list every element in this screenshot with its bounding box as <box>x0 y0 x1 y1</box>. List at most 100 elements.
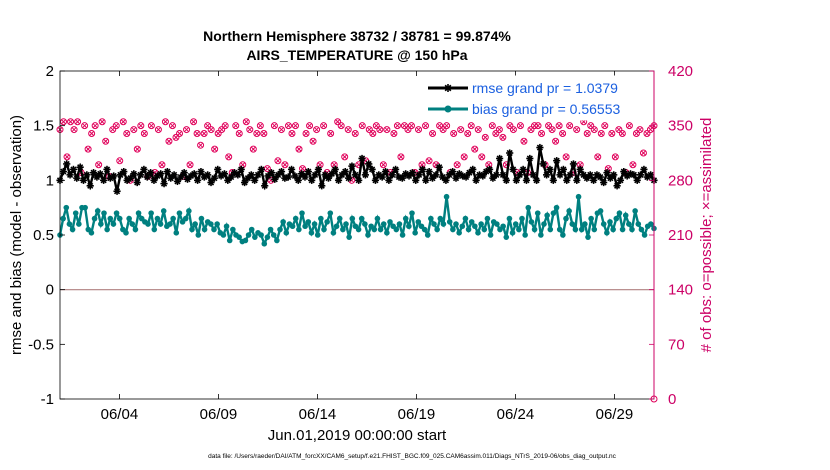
bias-point <box>538 232 544 238</box>
obs-possible-point <box>450 129 458 137</box>
obs-possible-point <box>629 161 637 169</box>
obs-assimilated-point <box>595 154 601 160</box>
bias-point <box>468 219 475 225</box>
obs-possible-point <box>313 126 321 134</box>
rmse-point <box>543 171 551 179</box>
bias-point <box>107 215 114 222</box>
obs-assimilated-point <box>205 123 210 129</box>
bias-point <box>189 226 195 233</box>
obs-assimilated-point <box>535 123 541 129</box>
bias-point <box>509 230 516 236</box>
bias-point <box>167 221 173 227</box>
legend-rmse-label: rmse grand pr = 1.0379 <box>472 80 618 96</box>
rmse-point <box>197 167 205 176</box>
rmse-point <box>435 163 443 171</box>
obs-assimilated-point <box>472 146 478 152</box>
obs-possible-point <box>400 122 408 130</box>
obs-possible-point <box>67 118 75 126</box>
rmse-point <box>596 173 604 181</box>
obs-assimilated-point <box>370 131 376 136</box>
obs-assimilated-point <box>577 162 583 168</box>
obs-possible-point <box>299 165 307 173</box>
bias-point <box>88 230 95 236</box>
obs-possible-point <box>601 122 609 130</box>
obs-assimilated-point <box>373 123 379 129</box>
bias-point <box>292 215 299 222</box>
y-tick-label: 0 <box>46 282 54 299</box>
rmse-point <box>351 171 359 179</box>
obs-assimilated-point <box>170 123 175 129</box>
bias-point <box>195 232 202 238</box>
rmse-point <box>408 169 416 177</box>
y2-tick-label: 210 <box>668 227 693 244</box>
bias-point <box>242 237 249 244</box>
obs-possible-point <box>172 133 180 141</box>
bias-point <box>274 237 280 244</box>
bias-point <box>336 215 343 222</box>
bias-point <box>475 230 481 236</box>
bias-point <box>534 210 541 216</box>
bias-point <box>362 221 368 227</box>
obs-assimilated-point <box>173 135 179 140</box>
rmse-point <box>526 154 534 163</box>
rmse-point <box>422 176 430 184</box>
rmse-point <box>610 171 618 179</box>
obs-possible-point <box>253 129 261 137</box>
y-tick-label: -0.5 <box>28 336 54 353</box>
obs-assimilated-point <box>68 119 73 125</box>
bias-point <box>465 226 472 233</box>
obs-possible-point <box>119 118 127 126</box>
bias-point <box>560 232 566 238</box>
obs-possible-point <box>95 161 103 169</box>
obs-assimilated-point <box>465 131 471 136</box>
legend-bias-marker <box>444 105 452 113</box>
rmse-point <box>361 171 369 179</box>
rmse-point <box>412 176 420 184</box>
bias-point <box>151 226 158 233</box>
rmse-point <box>536 143 544 152</box>
rmse-point <box>287 165 296 173</box>
rmse-point <box>190 170 198 178</box>
obs-possible-point <box>611 153 619 161</box>
bias-point <box>192 221 198 227</box>
obs-possible-point <box>81 122 89 130</box>
y-tick-label: -1 <box>41 391 54 408</box>
bias-point <box>459 223 466 230</box>
rmse-point <box>254 171 262 179</box>
obs-assimilated-point <box>275 158 281 164</box>
obs-possible-point <box>154 126 162 134</box>
bias-point <box>569 221 576 227</box>
obs-assimilated-point <box>279 127 284 132</box>
obs-assimilated-point <box>117 158 123 164</box>
rmse-point <box>358 154 366 163</box>
bias-point <box>296 226 302 233</box>
chart-title: Northern Hemisphere 38732 / 38781 = 99.8… <box>203 28 511 44</box>
rmse-point <box>136 171 145 179</box>
obs-possible-point <box>291 122 299 130</box>
obs-assimilated-point <box>303 131 309 136</box>
bias-point <box>494 221 500 227</box>
bias-point <box>123 230 129 236</box>
bias-point <box>500 223 506 230</box>
bias-point <box>531 226 538 233</box>
bias-point <box>393 226 400 233</box>
obs-assimilated-point <box>359 123 365 129</box>
obs-possible-point <box>520 137 528 145</box>
rmse-point <box>314 165 323 173</box>
obs-assimilated-point <box>426 158 432 164</box>
bias-point <box>556 226 563 233</box>
obs-possible-point <box>281 161 289 169</box>
rmse-point <box>418 165 427 173</box>
rmse-point <box>113 187 121 195</box>
obs-assimilated-point <box>310 138 316 144</box>
rmse-point <box>79 176 88 184</box>
obs-possible-point <box>158 161 166 169</box>
obs-possible-point <box>478 153 486 161</box>
rmse-point <box>563 176 571 184</box>
obs-assimilated-point <box>156 127 161 132</box>
obs-possible-point <box>165 137 173 145</box>
bias-point <box>327 210 334 216</box>
bias-point <box>245 232 252 238</box>
rmse-point <box>432 171 440 179</box>
